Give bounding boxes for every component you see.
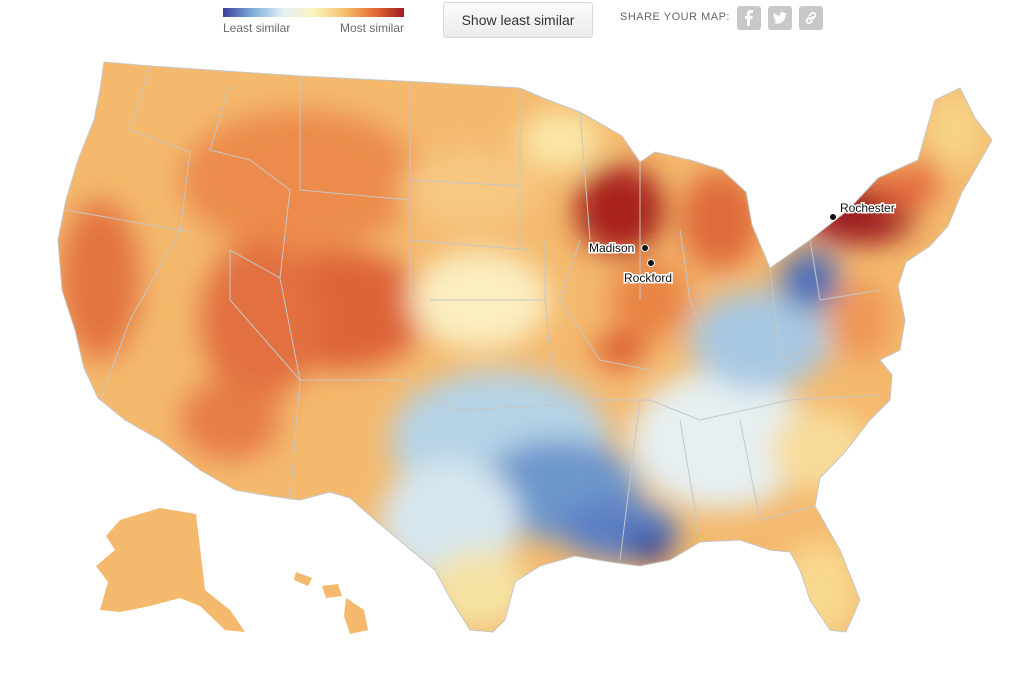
show-least-similar-button[interactable]: Show least similar — [443, 2, 593, 38]
link-icon[interactable] — [799, 6, 823, 30]
share-label: SHARE YOUR MAP: — [620, 11, 730, 23]
legend-color-scale — [223, 8, 404, 17]
legend-most-label: Most similar — [339, 21, 404, 35]
twitter-icon[interactable] — [768, 6, 792, 30]
rochester-label: Rochester — [840, 201, 895, 215]
us-similarity-map: Madison Rockford Rochester — [57, 61, 993, 634]
madison-marker — [641, 244, 649, 252]
similarity-legend: Least similar Most similar — [223, 8, 404, 35]
city-markers: Madison Rockford Rochester — [588, 200, 897, 287]
facebook-icon[interactable] — [737, 6, 761, 30]
rockford-label: Rockford — [624, 271, 672, 285]
legend-least-label: Least similar — [223, 21, 291, 35]
state-borders — [57, 61, 993, 633]
rochester-marker — [829, 213, 837, 221]
madison-label: Madison — [589, 241, 634, 255]
rockford-marker — [647, 259, 655, 267]
